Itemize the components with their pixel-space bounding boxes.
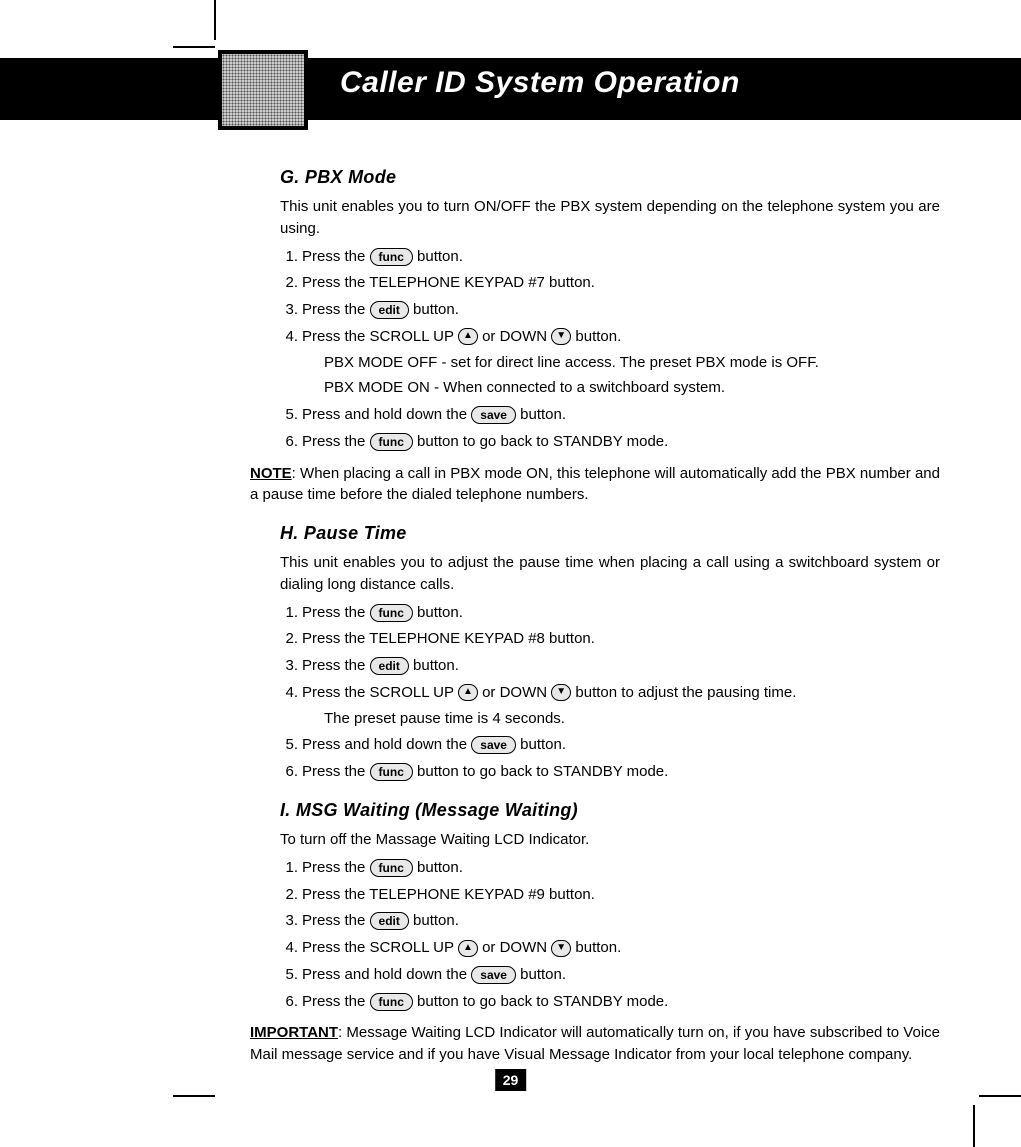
- step-text: Press and hold down the: [302, 736, 471, 753]
- list-item: 6.Press the func button to go back to ST…: [280, 431, 940, 453]
- list-item: 2.Press the TELEPHONE KEYPAD #7 button.: [280, 272, 940, 294]
- step-text: Press the: [302, 433, 370, 450]
- header-texture-box: [218, 50, 308, 130]
- list-item: 2.Press the TELEPHONE KEYPAD #8 button.: [280, 628, 940, 650]
- step-text: button.: [413, 859, 463, 876]
- list-item: 4.Press the SCROLL UP ▲ or DOWN ▼ button…: [280, 682, 940, 730]
- save-button-icon: save: [471, 966, 516, 984]
- step-text: button.: [571, 328, 621, 345]
- step-text: Press and hold down the: [302, 406, 471, 423]
- note-text: : When placing a call in PBX mode ON, th…: [250, 465, 940, 504]
- up-arrow-icon: ▲: [458, 684, 478, 701]
- step-text: Press the: [302, 248, 370, 265]
- list-item: 3.Press the edit button.: [280, 910, 940, 932]
- list-item: 1.Press the func button.: [280, 602, 940, 624]
- list-item: 6.Press the func button to go back to ST…: [280, 991, 940, 1013]
- crop-mark: [214, 0, 216, 40]
- save-button-icon: save: [471, 406, 516, 424]
- section-g-title: G. PBX Mode: [280, 164, 940, 190]
- func-button-icon: func: [370, 763, 413, 781]
- step-text: Press the: [302, 301, 370, 318]
- section-i-steps: 1.Press the func button. 2.Press the TEL…: [280, 857, 940, 1013]
- edit-button-icon: edit: [370, 912, 409, 930]
- step-text: Press the: [302, 859, 370, 876]
- step-text: or DOWN: [478, 328, 551, 345]
- step-subtext: The preset pause time is 4 seconds.: [302, 708, 940, 730]
- section-i-title: I. MSG Waiting (Message Waiting): [280, 797, 940, 823]
- step-text: button.: [409, 912, 459, 929]
- step-text: button.: [413, 604, 463, 621]
- list-item: 5.Press and hold down the save button.: [280, 964, 940, 986]
- crop-mark: [173, 1095, 215, 1097]
- crop-mark: [979, 1095, 1021, 1097]
- step-text: button to adjust the pausing time.: [571, 684, 796, 701]
- step-text: Press the TELEPHONE KEYPAD #9 button.: [302, 886, 595, 903]
- func-button-icon: func: [370, 248, 413, 266]
- crop-mark: [973, 1105, 975, 1147]
- step-text: or DOWN: [478, 939, 551, 956]
- step-text: Press the: [302, 912, 370, 929]
- important-block: IMPORTANT: Message Waiting LCD Indicator…: [250, 1022, 940, 1066]
- note-block: NOTE: When placing a call in PBX mode ON…: [250, 463, 940, 507]
- list-item: 6.Press the func button to go back to ST…: [280, 761, 940, 783]
- step-text: button.: [413, 248, 463, 265]
- func-button-icon: func: [370, 993, 413, 1011]
- content-area: G. PBX Mode This unit enables you to tur…: [280, 150, 940, 1066]
- step-subtext: PBX MODE ON - When connected to a switch…: [302, 377, 940, 399]
- step-text: Press the: [302, 604, 370, 621]
- list-item: 1.Press the func button.: [280, 246, 940, 268]
- list-item: 2.Press the TELEPHONE KEYPAD #9 button.: [280, 884, 940, 906]
- section-i-intro: To turn off the Massage Waiting LCD Indi…: [280, 829, 940, 851]
- down-arrow-icon: ▼: [551, 684, 571, 701]
- section-h-title: H. Pause Time: [280, 520, 940, 546]
- important-text: : Message Waiting LCD Indicator will aut…: [250, 1024, 940, 1063]
- step-subtext: PBX MODE OFF - set for direct line acces…: [302, 352, 940, 374]
- list-item: 4.Press the SCROLL UP ▲ or DOWN ▼ button…: [280, 937, 940, 959]
- step-text: button.: [409, 657, 459, 674]
- step-text: button.: [516, 966, 566, 983]
- list-item: 4.Press the SCROLL UP ▲ or DOWN ▼ button…: [280, 326, 940, 399]
- step-text: button to go back to STANDBY mode.: [413, 763, 668, 780]
- up-arrow-icon: ▲: [458, 328, 478, 345]
- step-text: Press the: [302, 763, 370, 780]
- section-h-intro: This unit enables you to adjust the paus…: [280, 552, 940, 596]
- list-item: 3.Press the edit button.: [280, 299, 940, 321]
- step-text: button.: [516, 736, 566, 753]
- page-number: 29: [495, 1069, 527, 1091]
- edit-button-icon: edit: [370, 301, 409, 319]
- list-item: 5.Press and hold down the save button.: [280, 404, 940, 426]
- step-text: button.: [516, 406, 566, 423]
- step-text: Press the SCROLL UP: [302, 328, 458, 345]
- step-text: Press the SCROLL UP: [302, 939, 458, 956]
- step-text: button to go back to STANDBY mode.: [413, 433, 668, 450]
- up-arrow-icon: ▲: [458, 940, 478, 957]
- section-h-steps: 1.Press the func button. 2.Press the TEL…: [280, 602, 940, 783]
- step-text: or DOWN: [478, 684, 551, 701]
- step-text: Press the: [302, 993, 370, 1010]
- step-text: Press the TELEPHONE KEYPAD #8 button.: [302, 630, 595, 647]
- list-item: 5.Press and hold down the save button.: [280, 734, 940, 756]
- note-label: NOTE: [250, 465, 292, 482]
- section-g-steps: 1.Press the func button. 2.Press the TEL…: [280, 246, 940, 453]
- step-text: Press the: [302, 657, 370, 674]
- edit-button-icon: edit: [370, 657, 409, 675]
- down-arrow-icon: ▼: [551, 328, 571, 345]
- step-text: Press the SCROLL UP: [302, 684, 458, 701]
- crop-mark: [173, 46, 215, 48]
- important-label: IMPORTANT: [250, 1024, 338, 1041]
- step-text: button.: [571, 939, 621, 956]
- page-title: Caller ID System Operation: [340, 66, 740, 100]
- section-g-intro: This unit enables you to turn ON/OFF the…: [280, 196, 940, 240]
- func-button-icon: func: [370, 859, 413, 877]
- down-arrow-icon: ▼: [551, 940, 571, 957]
- step-text: button.: [409, 301, 459, 318]
- step-text: button to go back to STANDBY mode.: [413, 993, 668, 1010]
- list-item: 1.Press the func button.: [280, 857, 940, 879]
- list-item: 3.Press the edit button.: [280, 655, 940, 677]
- step-text: Press the TELEPHONE KEYPAD #7 button.: [302, 274, 595, 291]
- func-button-icon: func: [370, 604, 413, 622]
- save-button-icon: save: [471, 736, 516, 754]
- step-text: Press and hold down the: [302, 966, 471, 983]
- func-button-icon: func: [370, 433, 413, 451]
